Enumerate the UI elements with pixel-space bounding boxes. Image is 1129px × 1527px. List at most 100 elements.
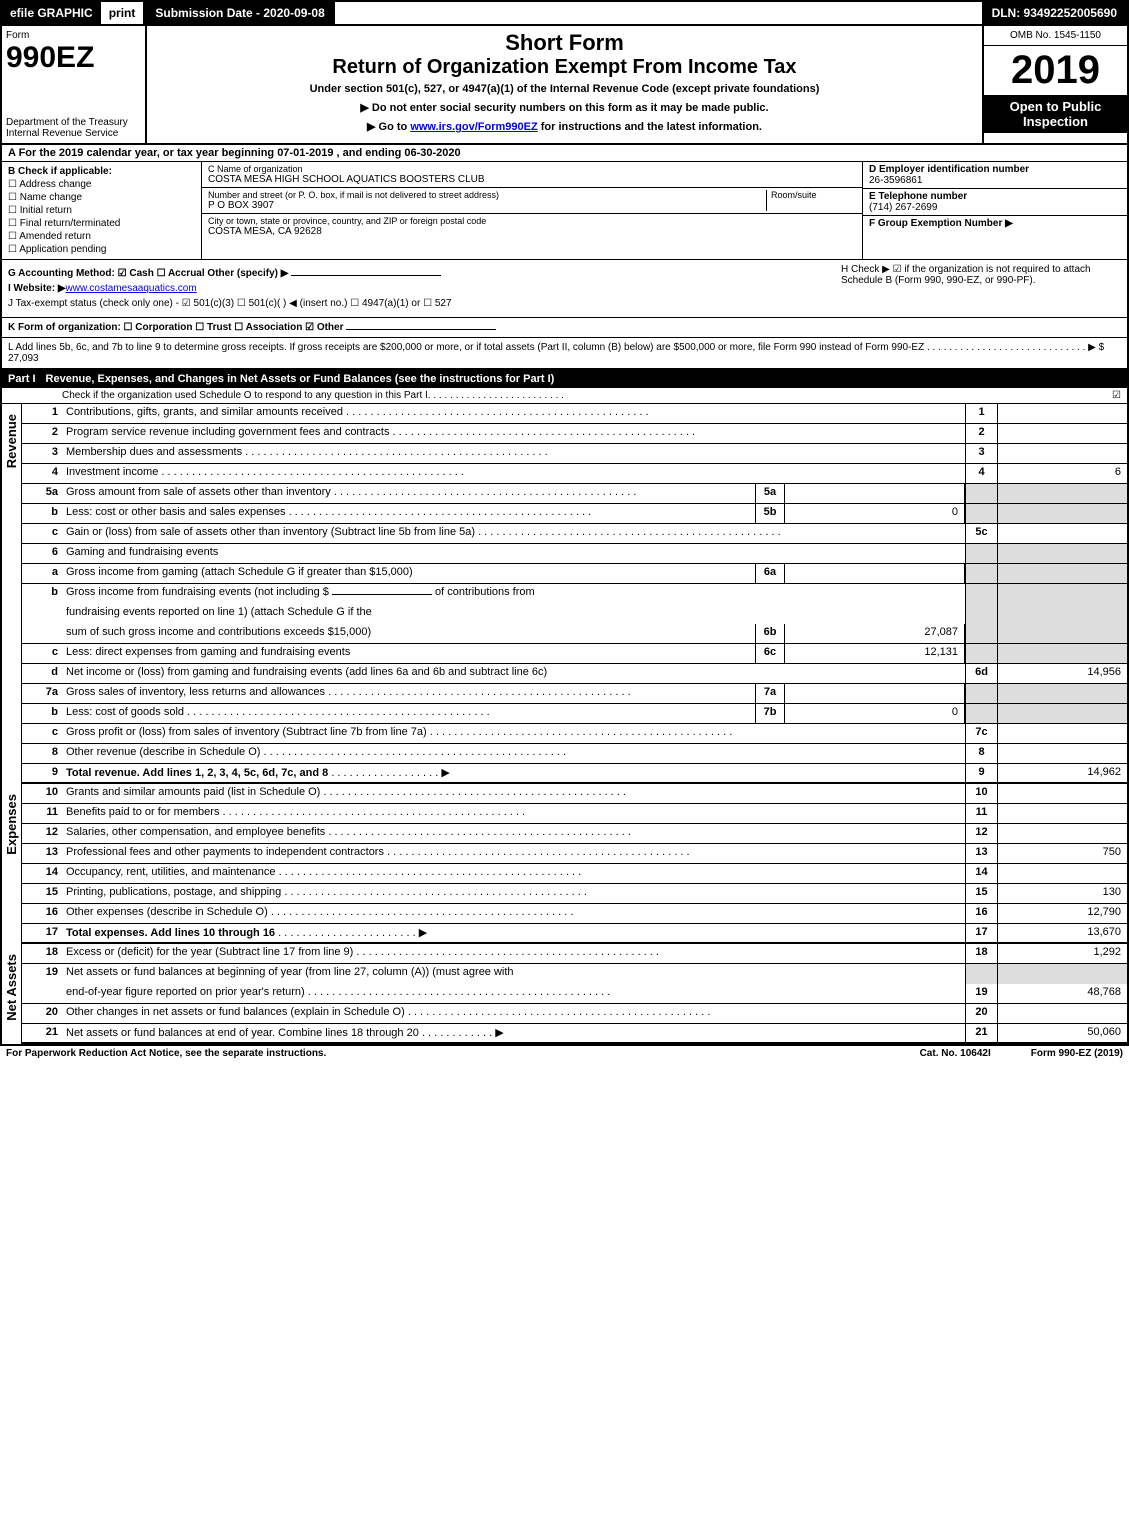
tel-lbl: E Telephone number — [869, 191, 1121, 202]
line-7b-greyval — [997, 704, 1127, 723]
line-18: 18Excess or (deficit) for the year (Subt… — [22, 944, 1127, 964]
line-1-val — [997, 404, 1127, 423]
form-page: efile GRAPHIC print Submission Date - 20… — [0, 0, 1129, 1046]
line-18-rnum: 18 — [965, 944, 997, 963]
line-8: 8Other revenue (describe in Schedule O)8 — [22, 744, 1127, 764]
line-6b-desc2: fundraising events reported on line 1) (… — [62, 604, 965, 624]
line-6b-grey3 — [965, 624, 997, 643]
part1-checkbox[interactable]: ☑ — [1112, 390, 1121, 401]
line-3-rnum: 3 — [965, 444, 997, 463]
c-addr-lbl: Number and street (or P. O. box, if mail… — [208, 190, 766, 200]
line-6a-grey — [965, 564, 997, 583]
line-7a-greyval — [997, 684, 1127, 703]
line-5b-mv: 0 — [785, 504, 965, 523]
org-addr: P O BOX 3907 — [208, 200, 766, 211]
line-3: 3Membership dues and assessments3 — [22, 444, 1127, 464]
line-7c-desc: Gross profit or (loss) from sales of inv… — [62, 724, 965, 743]
chk-final-return[interactable]: Final return/terminated — [8, 218, 195, 229]
dept-label: Department of the Treasury Internal Reve… — [6, 117, 141, 139]
line-15-val: 130 — [997, 884, 1127, 903]
instr-ssn: ▶ Do not enter social security numbers o… — [155, 101, 974, 114]
line-6b-3: sum of such gross income and contributio… — [22, 624, 1127, 644]
expenses-side-label: Expenses — [2, 784, 21, 865]
line-12: 12Salaries, other compensation, and empl… — [22, 824, 1127, 844]
line-7b-grey — [965, 704, 997, 723]
d-ein: D Employer identification number 26-3596… — [863, 162, 1127, 189]
line-8-rnum: 8 — [965, 744, 997, 763]
line-3-desc: Membership dues and assessments — [62, 444, 965, 463]
chk-name-change[interactable]: Name change — [8, 192, 195, 203]
form-word: Form — [6, 30, 141, 41]
line-11-desc: Benefits paid to or for members — [62, 804, 965, 823]
footer-notice: For Paperwork Reduction Act Notice, see … — [6, 1048, 880, 1059]
line-7a-mr: 7a — [755, 684, 785, 703]
dots: . . . . . . . . . . . . . . . . . . . . … — [428, 390, 564, 401]
line-10: 10Grants and similar amounts paid (list … — [22, 784, 1127, 804]
line-5c-desc: Gain or (loss) from sale of assets other… — [62, 524, 965, 543]
line-16-rnum: 16 — [965, 904, 997, 923]
chk-amended-return[interactable]: Amended return — [8, 231, 195, 242]
line-10-val — [997, 784, 1127, 803]
line-7a-mv — [785, 684, 965, 703]
line-20: 20Other changes in net assets or fund ba… — [22, 1004, 1127, 1024]
line-4-val: 6 — [997, 464, 1127, 483]
line-3-val — [997, 444, 1127, 463]
c-name-lbl: C Name of organization — [208, 164, 485, 174]
section-b: B Check if applicable: Address change Na… — [2, 162, 202, 259]
footer-catno: Cat. No. 10642I — [920, 1048, 991, 1059]
org-city: COSTA MESA, CA 92628 — [208, 226, 486, 237]
chk-address-change[interactable]: Address change — [8, 179, 195, 190]
line-19-2: end-of-year figure reported on prior yea… — [22, 984, 1127, 1004]
line-6a-greyval — [997, 564, 1127, 583]
c-addr: Number and street (or P. O. box, if mail… — [202, 188, 862, 214]
line-5c-val — [997, 524, 1127, 543]
line-12-val — [997, 824, 1127, 843]
revenue-side-label: Revenue — [2, 404, 21, 478]
line-14-val — [997, 864, 1127, 883]
form-header: Form 990EZ Department of the Treasury In… — [2, 26, 1127, 145]
line-6c-grey — [965, 644, 997, 663]
instr2-pre: ▶ Go to — [367, 121, 410, 133]
line-7c: cGross profit or (loss) from sales of in… — [22, 724, 1127, 744]
line-13-desc: Professional fees and other payments to … — [62, 844, 965, 863]
line-6a-mv — [785, 564, 965, 583]
room-lbl: Room/suite — [771, 190, 856, 200]
line-8-desc: Other revenue (describe in Schedule O) — [62, 744, 965, 763]
line-14-rnum: 14 — [965, 864, 997, 883]
j-tax-exempt: J Tax-exempt status (check only one) - ☑… — [8, 298, 841, 309]
line-6a-mr: 6a — [755, 564, 785, 583]
print-button[interactable]: print — [101, 2, 146, 24]
line-6-greyval — [997, 544, 1127, 563]
form-number: 990EZ — [6, 41, 141, 75]
expenses-lines: 10Grants and similar amounts paid (list … — [22, 784, 1127, 944]
line-7b-mr: 7b — [755, 704, 785, 723]
line-7b: bLess: cost of goods sold7b0 — [22, 704, 1127, 724]
chk-initial-return[interactable]: Initial return — [8, 205, 195, 216]
line-5b-greyval — [997, 504, 1127, 523]
dept-text: Department of the Treasury — [6, 117, 128, 128]
line-7b-mv: 0 — [785, 704, 965, 723]
part1-sub: Check if the organization used Schedule … — [2, 388, 1127, 404]
line-6d-val: 14,956 — [997, 664, 1127, 683]
irs-link[interactable]: www.irs.gov/Form990EZ — [410, 121, 537, 133]
line-17-desc: Total expenses. Add lines 10 through 16 … — [62, 924, 965, 942]
line-5a-greyval — [997, 484, 1127, 503]
website-link[interactable]: www.costamesaaquatics.com — [66, 283, 197, 294]
line-6c-mv: 12,131 — [785, 644, 965, 663]
header-right: OMB No. 1545-1150 2019 Open to Public In… — [982, 26, 1127, 143]
line-21-val: 50,060 — [997, 1024, 1127, 1042]
line-9: 9Total revenue. Add lines 1, 2, 3, 4, 5c… — [22, 764, 1127, 784]
c-city-lbl: City or town, state or province, country… — [208, 216, 486, 226]
line-2: 2Program service revenue including gover… — [22, 424, 1127, 444]
c-city: City or town, state or province, country… — [202, 214, 862, 239]
chk-application-pending[interactable]: Application pending — [8, 244, 195, 255]
line-6b-greyval1 — [997, 584, 1127, 604]
line-6c-greyval — [997, 644, 1127, 663]
part1-sub-text: Check if the organization used Schedule … — [62, 390, 428, 401]
c-name: C Name of organization COSTA MESA HIGH S… — [202, 162, 862, 188]
line-4-rnum: 4 — [965, 464, 997, 483]
section-ghij: G Accounting Method: ☑ Cash ☐ Accrual Ot… — [2, 260, 1127, 318]
line-14-desc: Occupancy, rent, utilities, and maintena… — [62, 864, 965, 883]
line-11-val — [997, 804, 1127, 823]
line-6b-grey1 — [965, 584, 997, 604]
